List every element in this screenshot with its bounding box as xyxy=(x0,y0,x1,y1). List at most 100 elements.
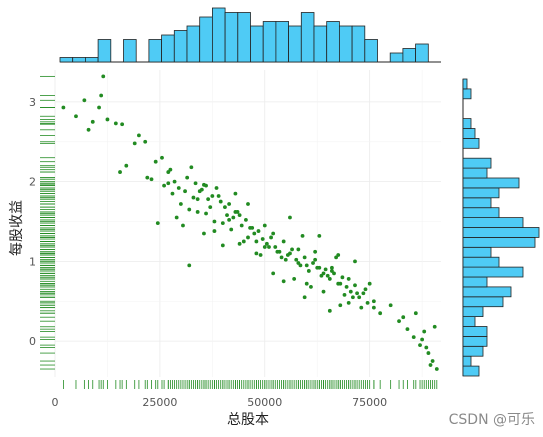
x-histogram-bar xyxy=(250,25,264,63)
scatter-point xyxy=(302,295,307,300)
scatter-points xyxy=(61,74,439,371)
scatter-point xyxy=(365,300,370,305)
scatter-point xyxy=(172,179,177,184)
x-histogram-bar xyxy=(148,39,162,63)
scatter-point xyxy=(321,271,326,276)
scatter-point xyxy=(281,279,286,284)
x-histogram-bar xyxy=(199,16,213,63)
scatter-point xyxy=(195,210,200,214)
scatter-point xyxy=(220,221,225,226)
scatter-point xyxy=(231,215,236,220)
scatter-point xyxy=(233,191,238,196)
y-histogram-bar xyxy=(462,286,512,298)
scatter-point xyxy=(86,127,91,132)
scatter-point xyxy=(313,257,318,262)
scatter-point xyxy=(300,233,305,238)
scatter-point xyxy=(74,114,78,119)
y-histogram-bar xyxy=(462,118,472,129)
scatter-point xyxy=(187,207,192,212)
y-axis-title: 每股收益 xyxy=(9,200,25,256)
y-rug xyxy=(40,75,55,370)
scatter-point xyxy=(99,93,104,98)
y-tick-label: 0 xyxy=(29,335,36,348)
scatter-point xyxy=(223,205,227,210)
scatter-point xyxy=(413,311,418,316)
scatter-point xyxy=(204,183,208,188)
scatter-point xyxy=(317,233,322,238)
scatter-point xyxy=(202,231,206,236)
scatter-point xyxy=(327,308,332,313)
scatter-point xyxy=(132,141,137,146)
scatter-point xyxy=(176,186,181,190)
scatter-point xyxy=(296,261,301,265)
scatter-point xyxy=(350,295,355,300)
scatter-point xyxy=(239,223,244,228)
scatter-point xyxy=(178,202,183,206)
scatter-point xyxy=(359,305,364,310)
y-histogram-bar xyxy=(462,78,468,90)
scatter-point xyxy=(264,241,269,246)
scatter-point xyxy=(353,283,357,288)
scatter-point xyxy=(340,275,345,280)
y-marginal-histogram xyxy=(462,78,540,377)
x-histogram-bar xyxy=(161,34,175,63)
y-histogram-bar xyxy=(462,128,476,139)
scatter-point xyxy=(338,303,343,308)
scatter-point xyxy=(367,281,372,286)
y-histogram-bar xyxy=(462,316,476,327)
x-rug xyxy=(62,380,438,389)
scatter-point xyxy=(90,119,95,124)
scatter-point xyxy=(275,249,280,254)
y-tick-labels: 0 1 2 3 xyxy=(29,96,36,348)
scatter-point xyxy=(160,155,164,160)
x-histogram-bar xyxy=(59,57,74,63)
y-histogram-bar xyxy=(462,157,492,169)
scatter-point xyxy=(420,337,425,342)
x-histogram-bar xyxy=(72,57,86,63)
scatter-point xyxy=(434,367,439,371)
scatter-point xyxy=(321,289,326,294)
scatter-point xyxy=(273,245,278,249)
scatter-point xyxy=(422,329,427,334)
scatter-point xyxy=(229,227,234,232)
scatter-point xyxy=(183,189,187,194)
x-tick-labels: 0 25000 50000 75000 xyxy=(52,396,388,409)
scatter-point xyxy=(101,74,106,79)
scatter-point xyxy=(430,359,435,363)
scatter-point xyxy=(330,269,334,273)
scatter-point xyxy=(174,215,179,220)
scatter-point xyxy=(181,223,185,228)
scatter-point xyxy=(432,324,437,329)
scatter-point xyxy=(206,197,211,202)
scatter-point xyxy=(118,170,122,174)
y-histogram-bar xyxy=(462,167,488,179)
y-histogram-bar xyxy=(462,266,524,278)
plot-gridlines xyxy=(54,70,441,377)
scatter-point xyxy=(170,191,175,196)
scatter-point xyxy=(346,300,351,305)
scatter-point xyxy=(199,187,204,192)
y-histogram-bar xyxy=(462,246,492,258)
x-axis-title: 总股本 xyxy=(227,412,269,428)
y-histogram-bar xyxy=(462,326,488,337)
x-histogram-bar xyxy=(389,52,404,63)
y-histogram-bar xyxy=(462,256,500,268)
scatter-point xyxy=(330,265,334,270)
scatter-point xyxy=(371,299,376,304)
scatter-point xyxy=(214,186,219,190)
scatter-point xyxy=(237,241,242,246)
x-histogram-bar xyxy=(123,39,137,63)
scatter-point xyxy=(237,213,242,218)
y-histogram-bar xyxy=(462,197,492,209)
scatter-point xyxy=(279,255,284,260)
scatter-point xyxy=(193,181,198,186)
scatter-point xyxy=(225,213,229,218)
scatter-point xyxy=(204,211,208,216)
scatter-point xyxy=(241,239,246,244)
scatter-point xyxy=(216,194,221,198)
scatter-point xyxy=(262,223,267,228)
scatter-point xyxy=(397,319,401,324)
scatter-point xyxy=(212,219,217,224)
scatter-point xyxy=(210,194,215,198)
y-histogram-bar xyxy=(462,296,504,308)
